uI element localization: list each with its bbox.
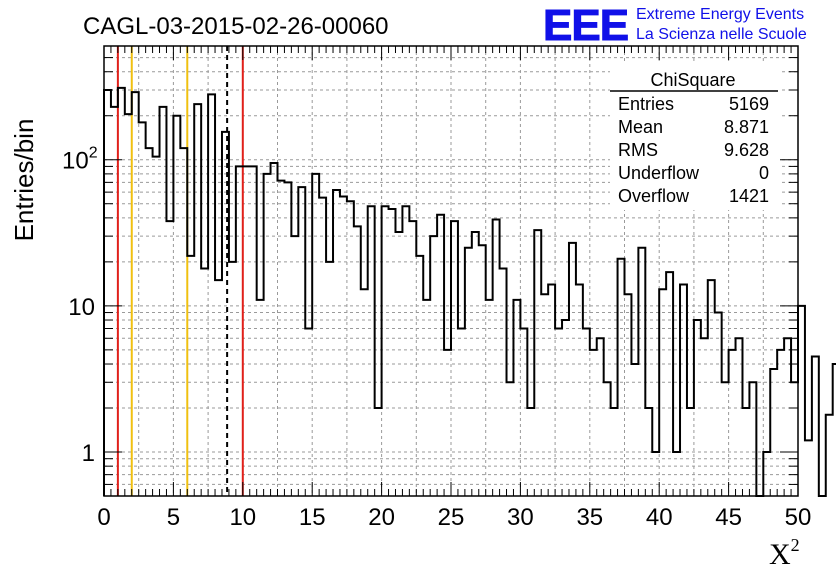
histogram-series bbox=[103, 86, 836, 497]
logo-line-1: Extreme Energy Events bbox=[636, 6, 804, 23]
x-tick-label: 15 bbox=[299, 504, 326, 531]
x-tick-label: 30 bbox=[507, 504, 534, 531]
stats-row-label: Underflow bbox=[618, 163, 700, 183]
y-tick-label: 1 bbox=[82, 440, 95, 467]
x-tick-label: 50 bbox=[785, 504, 812, 531]
x-tick-label: 5 bbox=[167, 504, 180, 531]
x-tick-label: 35 bbox=[576, 504, 603, 531]
x-tick-label: 40 bbox=[646, 504, 673, 531]
stats-row-label: Overflow bbox=[618, 186, 690, 206]
eee-logo: EEE Extreme Energy Events La Scienza nel… bbox=[543, 1, 807, 51]
x-axis-ticks: 0 5 10 15 20 25 30 35 40 45 50 bbox=[97, 46, 811, 531]
y-tick-label: 10 bbox=[68, 294, 95, 321]
x-tick-label: 20 bbox=[368, 504, 395, 531]
stats-row-label: RMS bbox=[618, 140, 658, 160]
stats-row-value: 0 bbox=[759, 163, 769, 183]
stats-box-background bbox=[610, 64, 780, 210]
logo-line-2: La Scienza nelle Scuole bbox=[636, 26, 807, 43]
x-tick-label: 10 bbox=[229, 504, 256, 531]
x-tick-label: 45 bbox=[715, 504, 742, 531]
x-tick-label: 25 bbox=[438, 504, 465, 531]
stats-box-title: ChiSquare bbox=[650, 70, 735, 90]
stats-row-value: 5169 bbox=[729, 94, 769, 114]
marker-lines bbox=[116, 46, 244, 496]
grid-lines bbox=[104, 46, 798, 496]
stats-row-label: Mean bbox=[618, 117, 663, 137]
logo-mark: EEE bbox=[543, 1, 628, 50]
x-axis-label: X2 bbox=[769, 535, 800, 571]
stats-row-value: 9.628 bbox=[724, 140, 769, 160]
stats-row-label: Entries bbox=[618, 94, 674, 114]
stats-row-value: 1421 bbox=[729, 186, 769, 206]
chart-title: CAGL-03-2015-02-26-00060 bbox=[83, 13, 389, 40]
x-tick-label: 0 bbox=[97, 504, 110, 531]
stats-row-value: 8.871 bbox=[724, 117, 769, 137]
y-axis-ticks: 1 10 102 bbox=[62, 57, 798, 485]
y-tick-label: 102 bbox=[62, 145, 98, 175]
y-axis-label: Entries/bin bbox=[9, 119, 39, 242]
stats-box: ChiSquare Entries 5169 Mean 8.871 RMS 9.628 Un… bbox=[610, 64, 780, 210]
